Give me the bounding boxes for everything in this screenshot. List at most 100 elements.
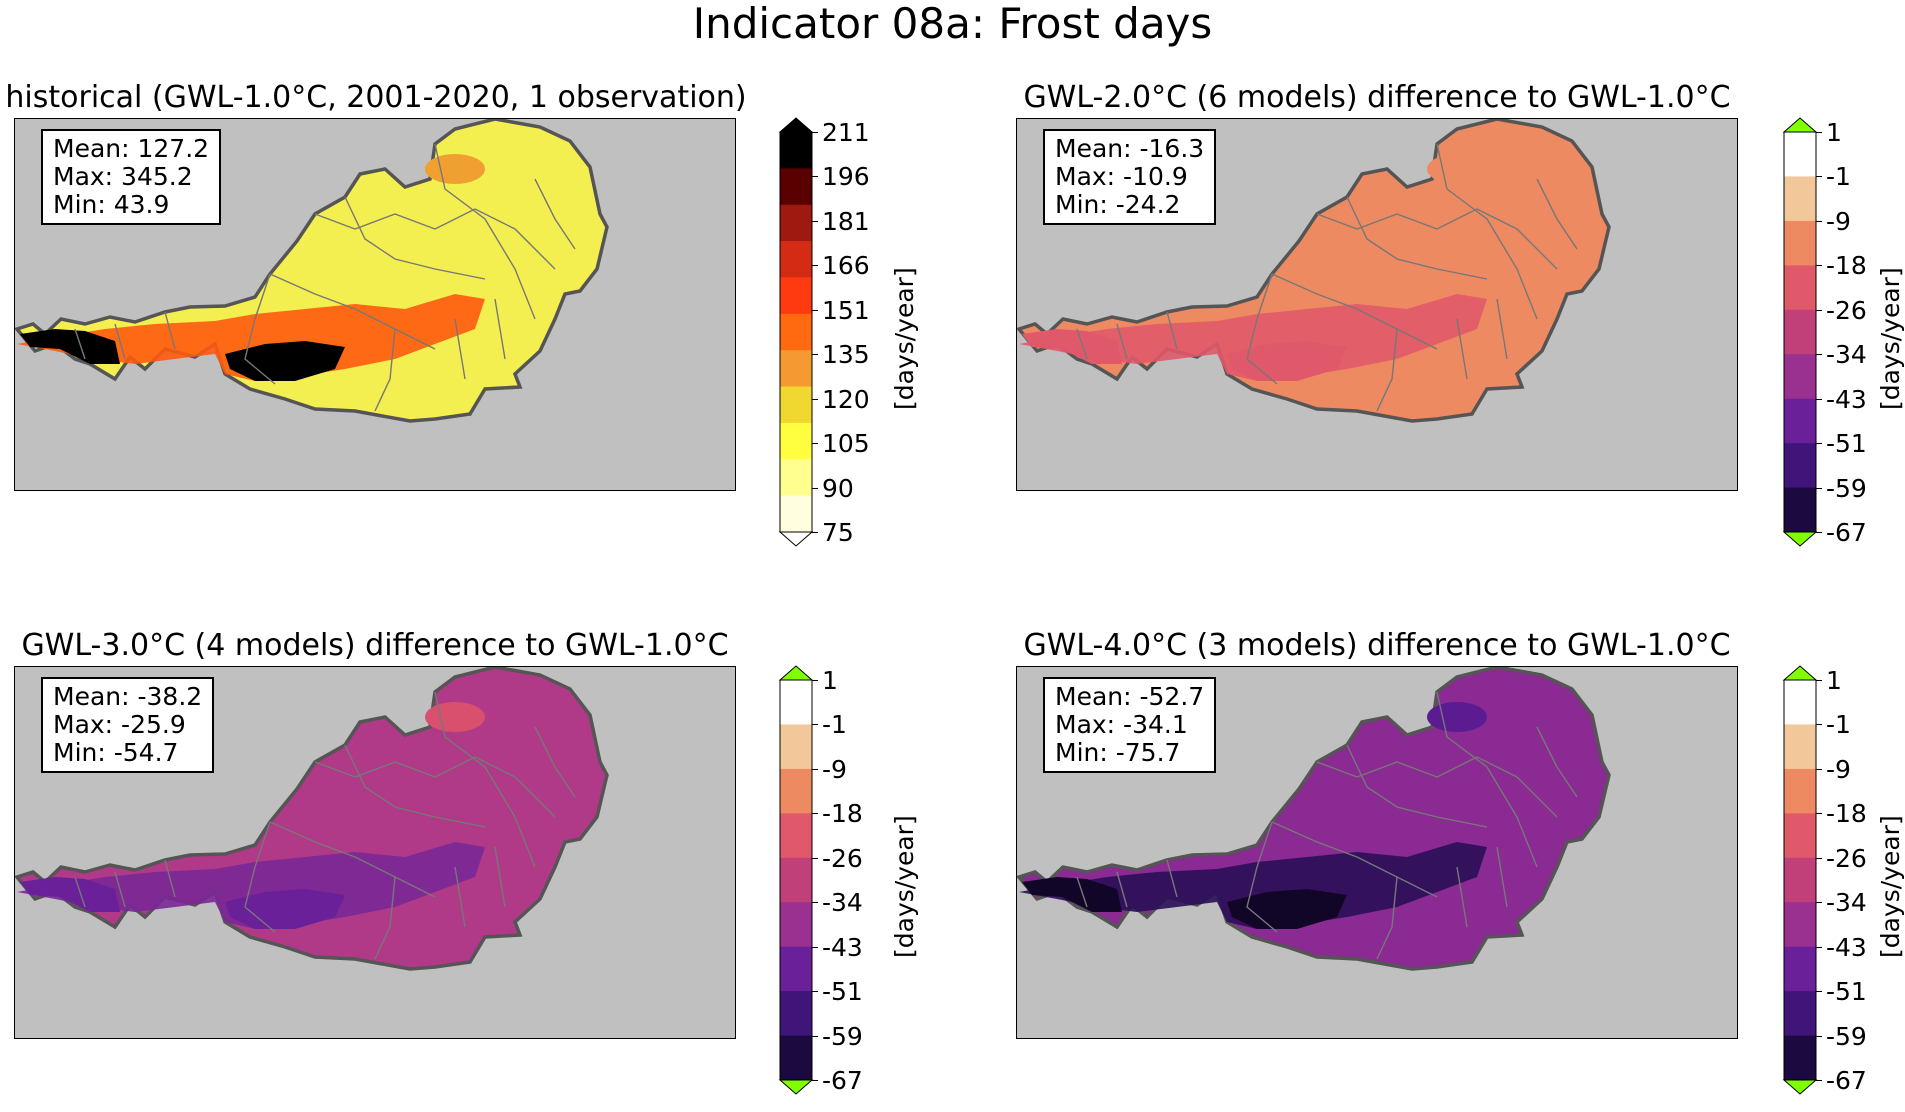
colorbar-bin — [780, 350, 812, 388]
district-border — [1376, 846, 1508, 960]
colorbar-bin — [780, 241, 812, 278]
colorbar-tick-label: 105 — [822, 429, 870, 459]
colorbar-tick-label: -18 — [1826, 799, 1867, 829]
district-border — [1536, 178, 1578, 250]
colorbar-tick-label: -51 — [1826, 429, 1867, 459]
colorbar-tick-mark — [1816, 309, 1822, 311]
colorbar-tick-mark — [812, 265, 818, 267]
colorbar-tick-mark — [1816, 680, 1822, 681]
colorbar-bin — [1784, 813, 1816, 859]
district-border — [269, 821, 436, 898]
colorbar-bin — [780, 422, 812, 460]
panel-title: GWL-2.0°C (6 models) difference to GWL-1… — [1023, 80, 1731, 115]
colorbar-tick-label: -18 — [1826, 251, 1867, 281]
colorbar-tick-mark — [812, 724, 818, 726]
map-austria: Mean: -38.2 Max: -25.9 Min: -54.7 — [14, 666, 736, 1039]
colorbar-label: [days/year] — [890, 267, 919, 410]
colorbar-tick-mark — [812, 768, 818, 770]
colorbar-bin — [780, 459, 812, 497]
colorbar-extend-low — [778, 531, 814, 547]
colorbar-frame — [779, 679, 813, 1081]
district-border — [1271, 273, 1438, 350]
colorbar-tick-label: -34 — [822, 888, 863, 918]
colorbar-tick-mark — [1816, 724, 1822, 726]
colorbar-tick-mark — [812, 132, 818, 133]
district-border — [1246, 273, 1278, 385]
colorbar-tick-label: 166 — [822, 251, 870, 281]
colorbar-tick-label: 75 — [822, 518, 854, 547]
district-border — [1436, 691, 1538, 868]
colorbar-tick-label: -51 — [822, 977, 863, 1007]
district-border — [434, 143, 536, 320]
colorbar-tick-mark — [812, 1080, 818, 1081]
colorbar-tick-label: 151 — [822, 295, 870, 325]
colorbar-bin — [1784, 724, 1816, 770]
colorbar-tick-label: 135 — [822, 340, 870, 370]
colorbar-tick-mark — [1816, 398, 1822, 400]
colorbar-label: [days/year] — [1876, 815, 1905, 958]
colorbar-bin — [1784, 309, 1816, 355]
colorbar-bin — [780, 946, 812, 992]
colorbar-bin — [780, 857, 812, 903]
colorbar-label: [days/year] — [890, 815, 919, 958]
colorbar-tick-mark — [812, 991, 818, 993]
colorbar — [1782, 665, 1818, 1095]
colorbar-bin — [780, 313, 812, 351]
colorbar — [778, 117, 814, 547]
colorbar-tick-label: -1 — [822, 710, 847, 740]
district-border — [74, 859, 176, 908]
colorbar-tick-label: -59 — [822, 1021, 863, 1051]
colorbar-bin — [780, 680, 812, 725]
colorbar-tick-mark — [1816, 220, 1822, 222]
colorbar-tick-mark — [1816, 487, 1822, 489]
stat-min: Min: -54.7 — [53, 738, 179, 767]
colorbar — [778, 665, 814, 1095]
stat-mean: Mean: -16.3 — [1055, 134, 1205, 163]
panel-title: GWL-4.0°C (3 models) difference to GWL-1… — [1023, 628, 1731, 663]
colorbar-tick-mark — [812, 487, 818, 489]
colorbar-tick-label: -26 — [1826, 843, 1867, 873]
stat-min: Min: -24.2 — [1055, 190, 1181, 219]
colorbar-bin — [1784, 176, 1816, 222]
panel-title: historical (GWL-1.0°C, 2001-2020, 1 obse… — [5, 80, 747, 115]
stat-min: Min: -75.7 — [1055, 738, 1181, 767]
colorbar-tick-mark — [1816, 176, 1822, 178]
colorbar-tick-mark — [1816, 354, 1822, 356]
colorbar-tick-mark — [1816, 1035, 1822, 1037]
district-border — [1346, 744, 1488, 828]
district-border — [534, 726, 576, 798]
colorbar-tick-mark — [1816, 265, 1822, 267]
colorbar-bin — [1784, 220, 1816, 266]
colorbar-bin — [1784, 265, 1816, 311]
stat-max: Max: -34.1 — [1055, 710, 1188, 739]
colorbar-frame — [779, 131, 813, 533]
colorbar-tick-label: -67 — [1826, 1066, 1867, 1095]
high-alpine-region-west — [20, 877, 120, 912]
colorbar-frame — [1783, 131, 1817, 533]
colorbar-bin — [1784, 991, 1816, 1037]
stat-min: Min: 43.9 — [53, 190, 170, 219]
district-border — [374, 846, 506, 960]
colorbar-tick-label: 1 — [822, 666, 838, 695]
district-border — [1246, 821, 1278, 933]
map-austria: Mean: 127.2 Max: 345.2 Min: 43.9 — [14, 118, 736, 491]
colorbar-tick-mark — [1816, 532, 1822, 533]
colorbar-tick-mark — [1816, 946, 1822, 948]
colorbar-tick-mark — [1816, 768, 1822, 770]
colorbar-bin — [1784, 768, 1816, 814]
colorbar-tick-mark — [812, 220, 818, 222]
colorbar-tick-label: -26 — [822, 843, 863, 873]
district-border — [1316, 756, 1558, 818]
district-border — [1346, 196, 1488, 280]
colorbar-tick-mark — [1816, 1080, 1822, 1081]
colorbar-extend-low — [778, 1079, 814, 1095]
colorbar-label: [days/year] — [1876, 267, 1905, 410]
high-alpine-region-west — [20, 329, 120, 364]
colorbar-tick-mark — [812, 532, 818, 533]
colorbar-bin — [1784, 354, 1816, 400]
colorbar-bin — [780, 813, 812, 859]
colorbar-tick-label: 120 — [822, 384, 870, 414]
colorbar-tick-mark — [1816, 813, 1822, 815]
colorbar-tick-mark — [1816, 132, 1822, 133]
colorbar-tick-label: -43 — [822, 932, 863, 962]
